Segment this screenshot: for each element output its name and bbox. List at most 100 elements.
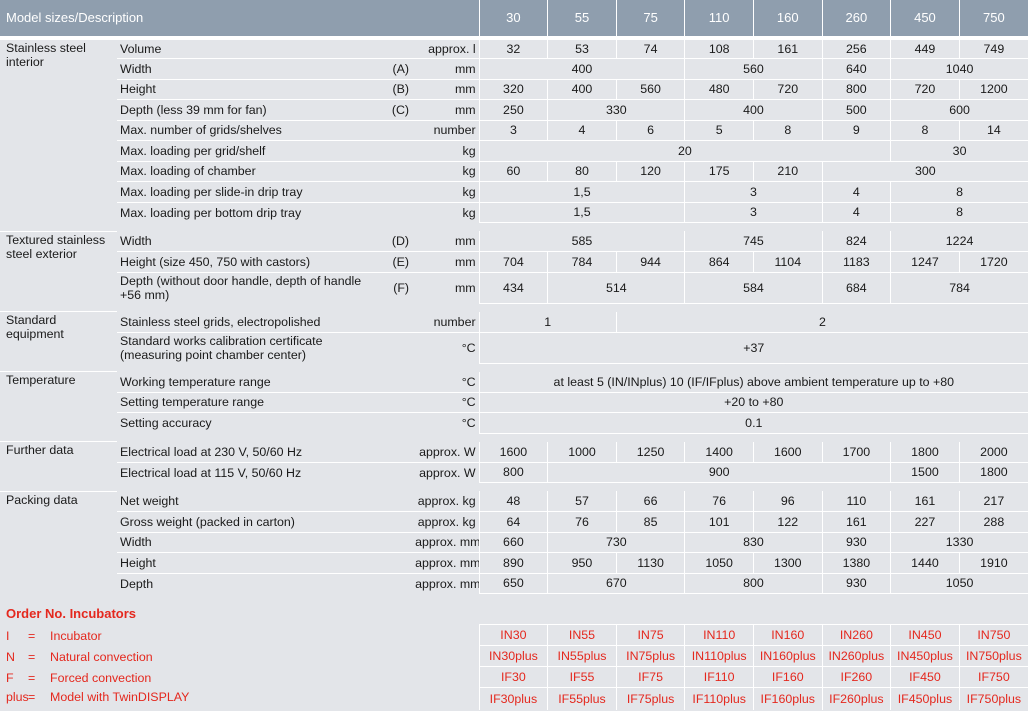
row-abbreviation <box>386 181 413 202</box>
value-cell: 1300 <box>752 552 823 573</box>
row-unit: mm <box>412 251 480 272</box>
value-cell: 20 <box>478 140 891 161</box>
row-description: Max. loading of chamber <box>117 160 387 182</box>
row-abbreviation <box>386 572 413 594</box>
value-cell: 76 <box>684 491 754 512</box>
value-cell: 1800 <box>890 441 960 462</box>
value-cell: 1910 <box>958 552 1028 573</box>
spec-row: Height approx. mm 890 950 1130 1050 1300 1380 14… <box>0 552 1028 573</box>
spec-row: Setting temperature range °C +20 to +80 <box>0 391 1028 413</box>
row-abbreviation <box>386 412 413 433</box>
value-cell: 600 <box>890 99 1028 120</box>
value-cell: 217 <box>958 491 1028 512</box>
spacer-cell <box>0 363 479 372</box>
order-number: IN160plus <box>752 645 823 667</box>
value-cell: 500 <box>821 99 891 120</box>
spacer-cell <box>479 222 1028 231</box>
model-header: 450 <box>890 0 960 40</box>
section-spacer <box>0 222 1028 232</box>
row-unit: approx. W <box>419 444 476 459</box>
value-cell: 53 <box>547 38 617 59</box>
row-abbreviation <box>386 461 413 483</box>
row-unit: mm <box>454 234 476 248</box>
order-number: IN75 <box>615 624 685 646</box>
value-cell: 784 <box>547 251 617 272</box>
row-abbreviation: (A) <box>386 58 413 79</box>
spacer-cell <box>479 482 1028 491</box>
section-label: Stainless steel interior <box>0 37 118 223</box>
model-header: 75 <box>615 0 685 40</box>
value-cell: 175 <box>684 160 754 182</box>
spacer-cell <box>0 483 479 492</box>
value-cell: 745 <box>684 231 823 252</box>
value-cell: 830 <box>684 531 823 553</box>
legend-text: Incubator <box>50 628 102 643</box>
value-cell: 6 <box>615 119 685 141</box>
value-cell: 950 <box>547 552 617 573</box>
value-cell: 434 <box>478 271 548 303</box>
section-spacer <box>0 432 1028 442</box>
value-cell: 1500 <box>890 461 960 483</box>
value-cell: 120 <box>615 160 685 182</box>
order-number: IN450 <box>890 624 960 646</box>
spec-row: Gross weight (packed in carton) approx. k… <box>0 511 1028 532</box>
value-cell: 9 <box>821 119 891 141</box>
row-abbreviation <box>386 511 413 532</box>
spec-row: Max. loading per bottom drip tray kg 1,5 3 4… <box>0 201 1028 223</box>
legend-equals: = <box>28 649 36 664</box>
spec-row: Depth (without door handle, depth of han… <box>0 271 1028 303</box>
value-cell: 96 <box>752 491 823 512</box>
row-description: Depth (less 39 mm for fan) <box>117 99 387 120</box>
value-cell: 1400 <box>684 441 754 462</box>
spec-row: Max. loading per slide-in drip tray kg 1,5… <box>0 181 1028 202</box>
value-cell: 288 <box>958 511 1028 532</box>
row-unit: number <box>433 314 476 329</box>
row-abbreviation <box>386 331 413 363</box>
value-cell: 1247 <box>890 251 960 272</box>
value-cell: 704 <box>478 251 548 272</box>
value-cell: 161 <box>821 511 891 532</box>
spec-row: Standard works calibration certificate (… <box>0 331 1028 363</box>
model-header: 55 <box>547 0 617 40</box>
row-abbreviation <box>386 442 412 463</box>
value-cell: 800 <box>821 78 891 100</box>
model-header: 30 <box>478 0 548 40</box>
order-number: IF75 <box>615 666 685 688</box>
spacer-cell <box>479 432 1028 442</box>
value-cell: 1800 <box>958 461 1028 483</box>
value-cell: 2000 <box>958 441 1028 462</box>
order-legend: N = Natural convection <box>0 646 479 667</box>
order-number: IF750plus <box>958 687 1028 710</box>
legend-key: F <box>6 670 14 685</box>
value-cell: 1050 <box>890 572 1028 594</box>
value-cell: 0.1 <box>478 412 1028 433</box>
legend-equals: = <box>28 628 36 643</box>
value-cell: 48 <box>478 491 548 512</box>
value-cell: 684 <box>821 271 891 303</box>
value-cell: 85 <box>615 511 685 532</box>
spacer-cell <box>479 362 1028 372</box>
row-description: Volume <box>120 42 162 56</box>
spec-row: Height (size 450, 750 with castors) (E) mm… <box>0 251 1028 272</box>
order-number: IN75plus <box>615 645 685 667</box>
row-abbreviation: (B) <box>386 78 413 100</box>
row-abbreviation: (E) <box>386 251 413 272</box>
value-cell: +20 to +80 <box>478 391 1028 413</box>
order-number: IN30plus <box>478 645 548 667</box>
spacer-cell <box>0 223 479 232</box>
value-cell: at least 5 (IN/INplus) 10 (IF/IFplus) ab… <box>478 371 1028 392</box>
row-abbreviation <box>386 372 412 393</box>
order-number: IN160 <box>752 624 823 646</box>
row-abbreviation <box>386 38 412 59</box>
order-number: IN750 <box>958 624 1028 646</box>
value-cell: 1104 <box>752 251 823 272</box>
order-number: IF55plus <box>547 687 617 710</box>
section-spacer <box>0 593 1028 602</box>
section-label: Further data <box>0 441 118 483</box>
row-unit: approx. mm <box>412 572 480 594</box>
legend-text: Natural convection <box>50 649 153 664</box>
row-description: Width <box>117 531 387 553</box>
order-number: IF450 <box>890 666 960 688</box>
row-unit: °C <box>461 374 476 389</box>
row-unit: approx. kg <box>417 494 476 508</box>
